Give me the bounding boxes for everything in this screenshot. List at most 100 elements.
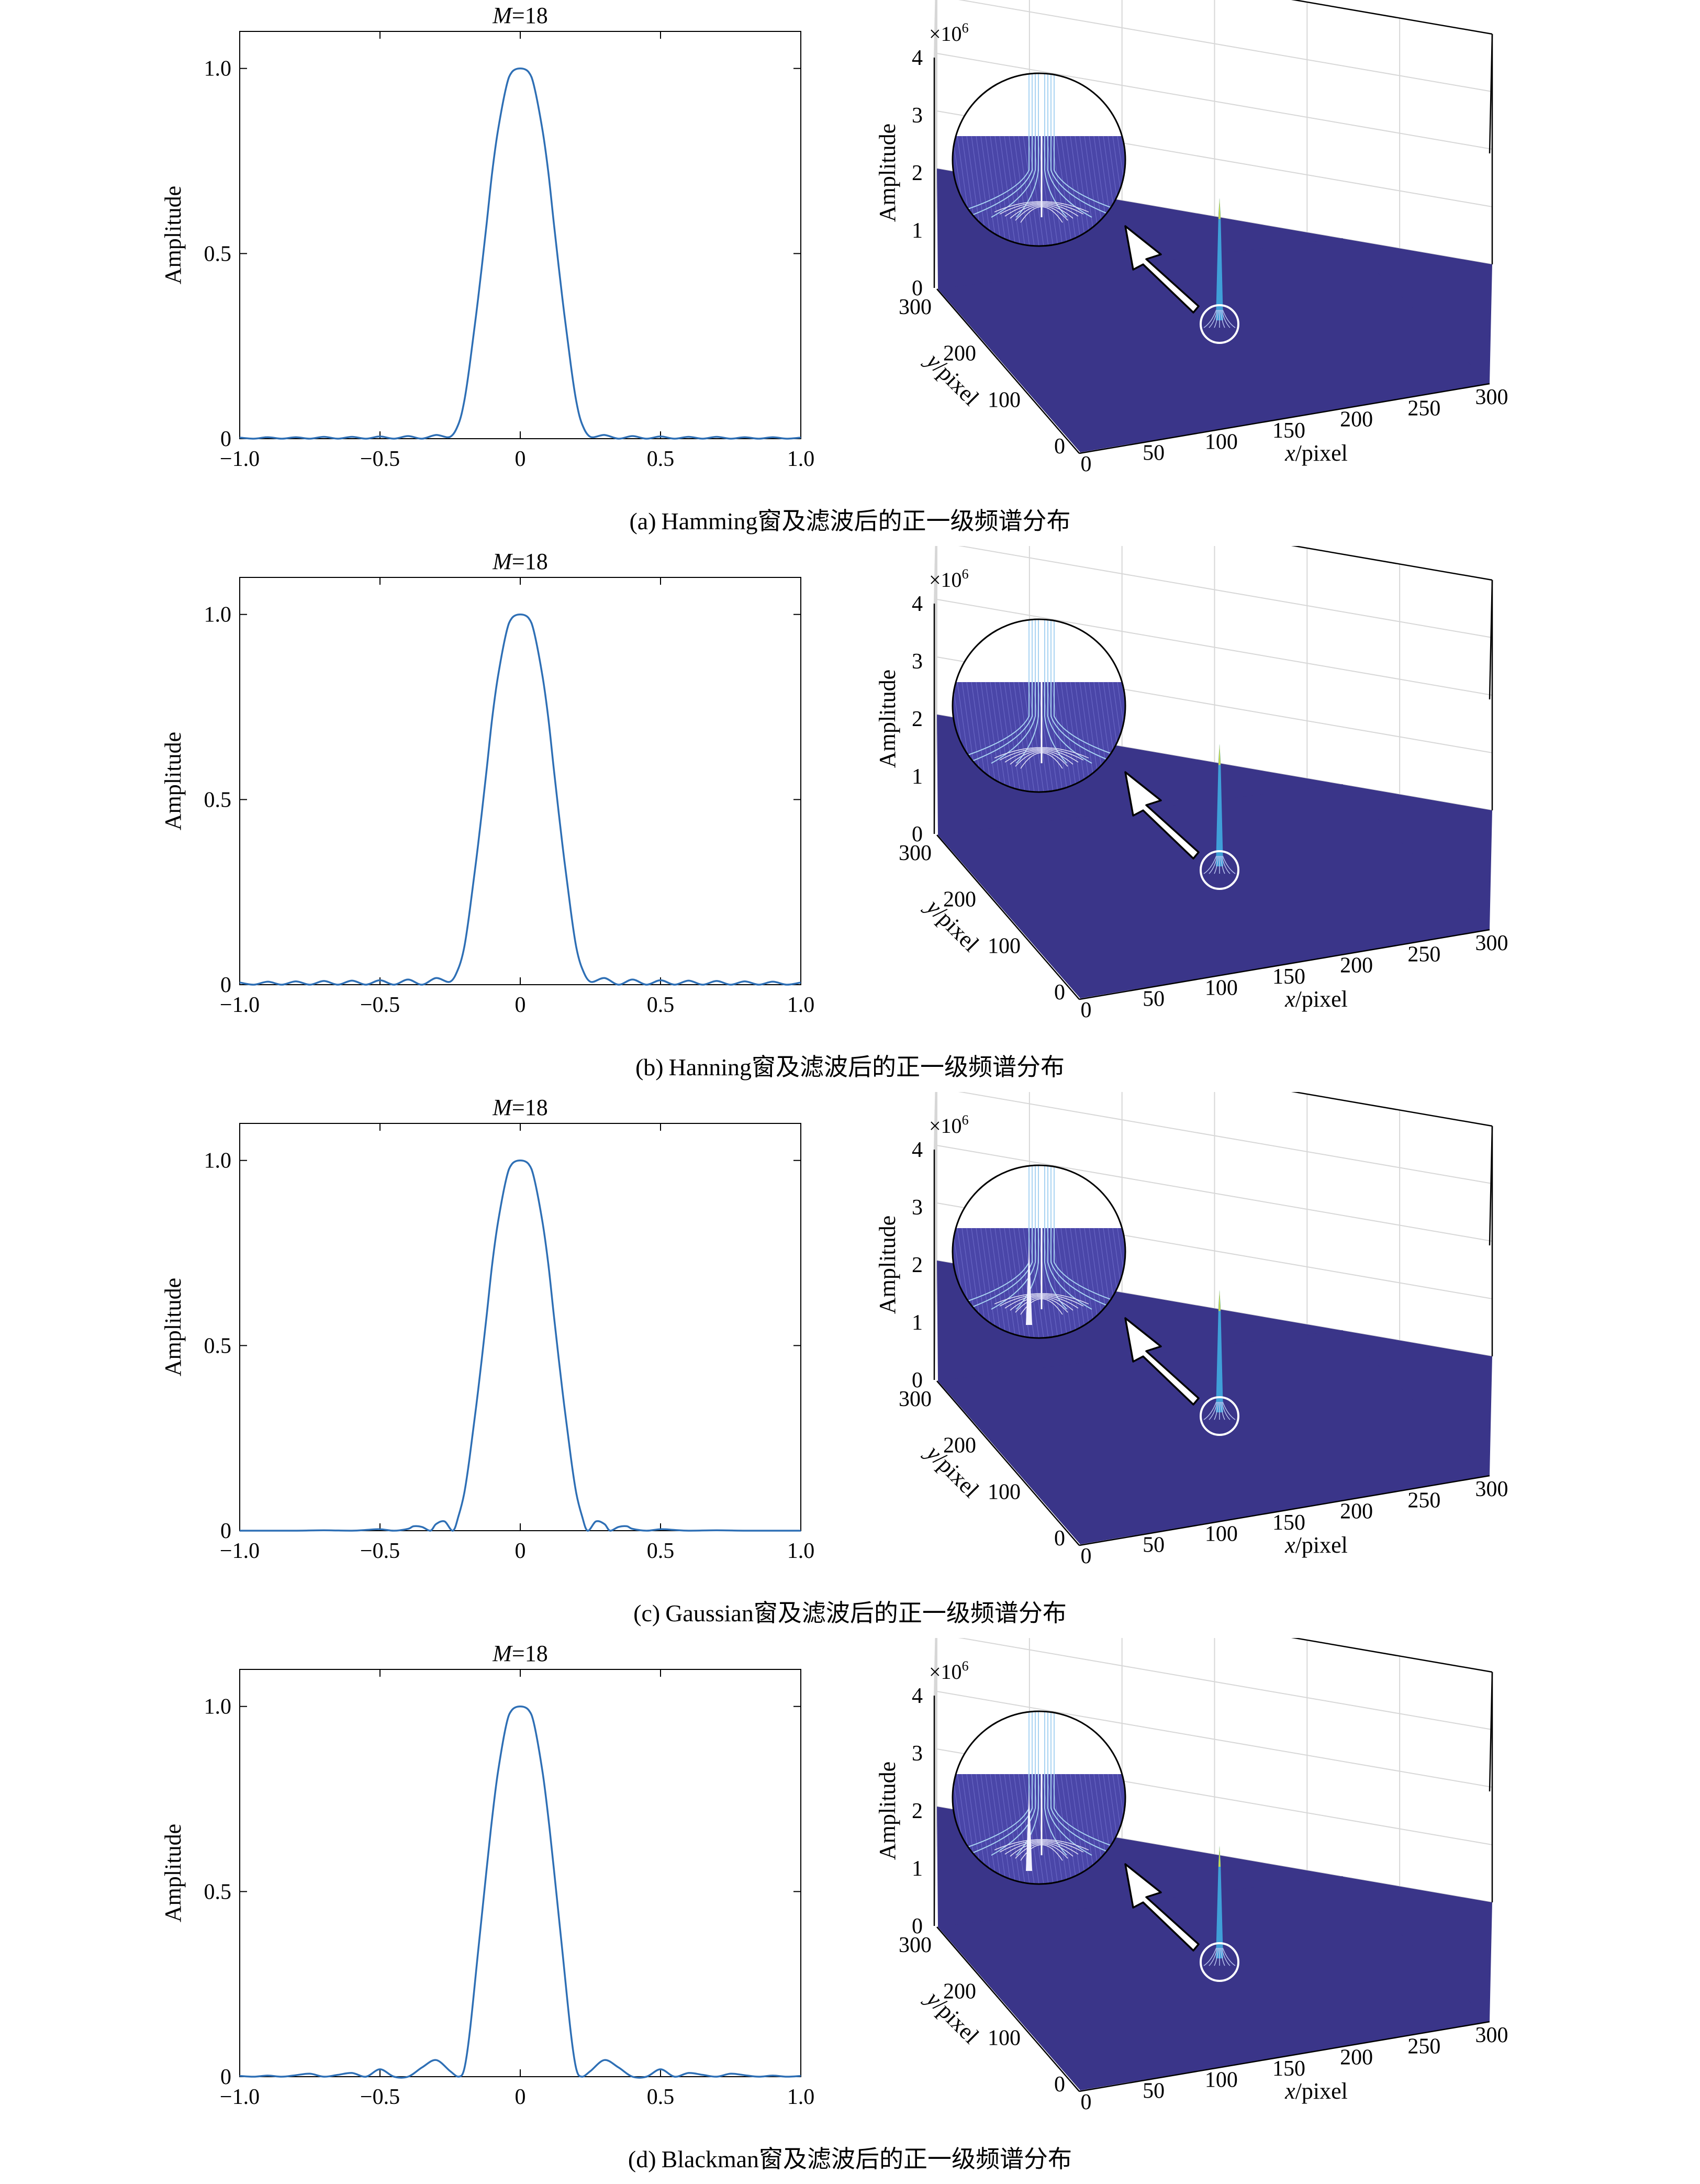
inset-mesh [1117, 682, 1125, 792]
x-tick-label: 0 [1081, 1544, 1092, 1568]
z-tick-label: 2 [912, 1253, 923, 1277]
y-tick-label: 0 [1054, 2072, 1065, 2097]
inset-peak-line [1050, 619, 1117, 764]
inset-mesh [990, 1228, 1006, 1338]
x-axis-label: x/pixel [1284, 2078, 1348, 2104]
inset-peak-line [991, 1711, 1036, 1856]
inset-skirt [1004, 1841, 1079, 1855]
z-tick-label: 3 [912, 1742, 923, 1766]
peak-skirt [1209, 1947, 1218, 1966]
z-exponent-label: ×106 [929, 1112, 969, 1138]
exponent-base: ×10 [929, 22, 962, 46]
peak-skirt [1222, 1947, 1236, 1966]
x-tick-label: 1.0 [787, 2085, 815, 2109]
exponent-sup: 6 [962, 20, 969, 36]
panel-caption: (d) Blackman窗及滤波后的正一级频谱分布 [0, 2145, 1700, 2174]
inset-mesh [1075, 1228, 1091, 1338]
inset-peak-line [1016, 73, 1039, 218]
inset-peak-line [1050, 73, 1117, 218]
x-tick-label: 0 [1081, 452, 1092, 476]
x-label-variable: x [1284, 2078, 1295, 2104]
inset-mesh [1117, 1774, 1125, 1884]
y-axis [936, 834, 1080, 1000]
x-label-unit: /pixel [1295, 2078, 1348, 2104]
inset-mesh [1117, 1228, 1125, 1338]
inset-mesh [1046, 1774, 1063, 1884]
inset-peak-line [1016, 619, 1039, 764]
x-tick-label: −0.5 [360, 447, 400, 471]
y-tick-label: 1.0 [204, 1149, 232, 1173]
x-tick-label: 0 [515, 1539, 526, 1563]
caption-tag: (a) [629, 508, 656, 534]
exponent-base: ×10 [929, 1660, 962, 1684]
surface-floor [938, 1330, 1490, 1544]
peak-marker-circle [1200, 1396, 1239, 1436]
peak-skirt [1209, 855, 1218, 874]
x-tick-label: 300 [1475, 931, 1508, 955]
inset-mesh [980, 1228, 997, 1338]
chart-title: M=18 [492, 549, 547, 574]
inset-mesh [1070, 1774, 1087, 1884]
x-axis [1079, 383, 1490, 454]
y-tick-label: 1.0 [204, 1695, 232, 1719]
inset-peak-line [1044, 1165, 1067, 1310]
inset-mesh [1070, 136, 1087, 246]
x-axis-label: x/pixel [1284, 440, 1348, 466]
inset-mesh [994, 1228, 1011, 1338]
peak-skirt [1214, 1401, 1219, 1420]
x-tick-label: 0 [1081, 998, 1092, 1022]
y-tick-label: 300 [899, 1387, 932, 1411]
inset-mesh [1037, 682, 1054, 792]
panel-a: M=18 −1.0 −0.5 0 0.5 1.0 0 0.5 1.0 Amplitude 0 1 2 3 4… [0, 0, 1700, 546]
inset-mesh [1070, 682, 1087, 792]
y-axis-label: Amplitude [160, 186, 186, 284]
inset-mesh [1018, 682, 1035, 792]
x-tick-label: −0.5 [360, 993, 400, 1017]
inset-mesh [1060, 1228, 1077, 1338]
series-line [239, 67, 801, 440]
z-tick-label: 0 [912, 822, 923, 846]
inset-skirt [1020, 752, 1063, 769]
y-tick-label: 0 [220, 973, 231, 997]
inset-mesh [1013, 136, 1030, 246]
inset-peak-line [966, 73, 1033, 218]
inset-peak-line [1047, 1711, 1092, 1856]
caption-text: Hanning窗及滤波后的正一级频谱分布 [668, 1054, 1065, 1080]
inset-mesh [1027, 136, 1044, 246]
peak-marker-circle [1200, 1942, 1239, 1982]
peak-skirt [1220, 1401, 1225, 1420]
z-tick-label: 2 [912, 1799, 923, 1823]
x-tick-label: 50 [1143, 441, 1165, 465]
inset-mesh [1009, 682, 1025, 792]
inset-mesh [1004, 682, 1021, 792]
panel-d-svg: M=18 −1.0 −0.5 0 0.5 1.0 0 0.5 1.0 Amplitude 0 1 2 3 4… [160, 1638, 1508, 2114]
peak-skirt [1222, 1401, 1236, 1420]
z-tick-label: 4 [912, 1684, 923, 1708]
y-axis-label: Amplitude [160, 1278, 186, 1376]
peak-skirt [1203, 309, 1217, 328]
inset-peak-line [991, 73, 1036, 218]
x-tick-label: 0 [515, 2085, 526, 2109]
y-tick-label: 100 [988, 388, 1021, 412]
inset-skirt [999, 748, 1084, 761]
y-tick-label: 200 [943, 888, 976, 912]
x-tick-label: 100 [1205, 976, 1238, 1000]
x-tick-label: 150 [1272, 1511, 1305, 1535]
exponent-base: ×10 [929, 1114, 962, 1138]
peak-marker-circle [1200, 850, 1239, 890]
inset-mesh [976, 136, 992, 246]
x-tick-label: 0.5 [647, 2085, 675, 2109]
exponent-base: ×10 [929, 568, 962, 592]
x-tick-label: 150 [1272, 419, 1305, 443]
y-tick-label: 300 [899, 295, 932, 319]
peak-skirt [1221, 1401, 1231, 1420]
z-tick-label: 0 [912, 1368, 923, 1392]
inset-mesh [1075, 682, 1091, 792]
x-tick-label: 50 [1143, 987, 1165, 1011]
x-tick-label: 200 [1340, 1500, 1373, 1524]
z-exponent-label: ×106 [929, 20, 969, 46]
inset-mesh [1065, 1228, 1082, 1338]
inset-peak-line [1016, 1711, 1039, 1856]
